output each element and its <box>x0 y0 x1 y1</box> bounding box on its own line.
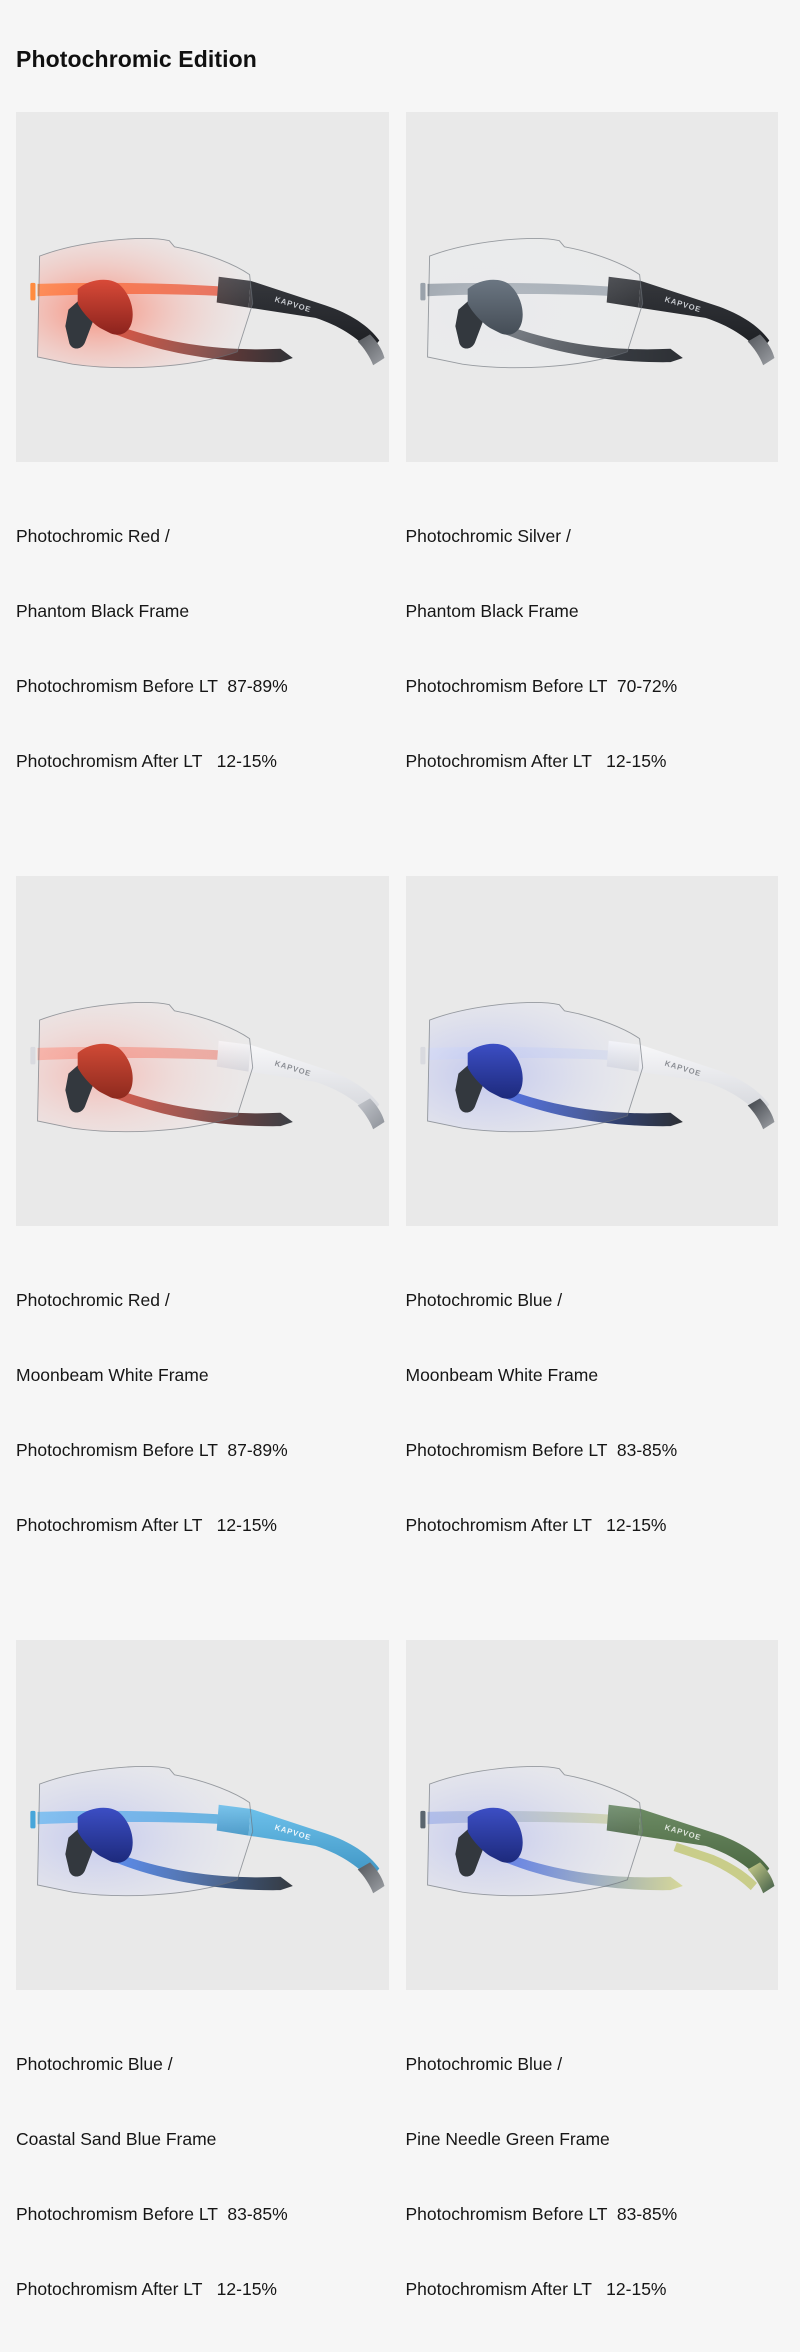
lens <box>37 1001 254 1133</box>
product-color-name: Photochromic Silver / <box>405 526 571 546</box>
product-image-photochromic-blue-coastal-sand-blue: KAPVOE <box>16 1640 389 1990</box>
product-color-name: Photochromic Red / <box>16 1290 170 1310</box>
product-color-name: Photochromic Blue / <box>405 1290 563 1310</box>
product-caption: Photochromic Silver / Phantom Black Fram… <box>406 474 779 824</box>
sunglasses-illustration: KAPVOE <box>30 1001 385 1133</box>
product-lt-after: Photochromism After LT 12-15% <box>16 751 277 771</box>
product-caption: Photochromic Red / Moonbeam White Frame … <box>16 1238 389 1588</box>
right-temple-through-lens <box>492 1086 683 1127</box>
sunglasses-illustration: KAPVOE <box>30 1765 385 1897</box>
product-frame-name: Phantom Black Frame <box>16 601 190 621</box>
product-grid: KAPVOE Photochromic Red / Phantom Black … <box>16 112 778 2352</box>
lens-edge-tab <box>419 282 425 301</box>
right-temple-through-lens <box>103 1086 293 1127</box>
product-caption: Photochromic Blue / Pine Needle Green Fr… <box>406 2002 779 2352</box>
product-color-name: Photochromic Blue / <box>16 2054 173 2074</box>
temple-arm-body <box>638 1044 769 1116</box>
product-lt-before: Photochromism Before LT 87-89% <box>16 1440 288 1460</box>
product-caption: Photochromic Blue / Coastal Sand Blue Fr… <box>16 2002 389 2352</box>
nose-bridge <box>77 279 133 335</box>
product-frame-name: Coastal Sand Blue Frame <box>16 2129 217 2149</box>
product-card-photochromic-blue-moonbeam-white: KAPVOE Photochromic Blue / Moonbeam Whit… <box>405 876 779 1588</box>
sunglasses-illustration: KAPVOE <box>419 1765 774 1897</box>
lens <box>426 237 643 369</box>
lens <box>37 237 254 369</box>
product-image-photochromic-blue-pine-needle-green: KAPVOE <box>405 1640 778 1990</box>
product-image-photochromic-red-moonbeam-white: KAPVOE <box>16 876 389 1226</box>
lens-edge-tab <box>419 1810 425 1829</box>
product-listing-page: Photochromic Edition KAPVOE Photochromic… <box>0 45 800 2352</box>
temple-arm-body <box>248 280 380 352</box>
product-lt-after: Photochromism After LT 12-15% <box>16 2279 277 2299</box>
product-color-name: Photochromic Red / <box>16 526 170 546</box>
temple-ear-tip <box>747 1098 774 1130</box>
product-image-photochromic-blue-moonbeam-white: KAPVOE <box>405 876 778 1226</box>
sunglasses-illustration: KAPVOE <box>419 237 774 369</box>
product-caption: Photochromic Blue / Moonbeam White Frame… <box>406 1238 779 1588</box>
temple-arm-body <box>638 280 769 352</box>
sunglasses-illustration: KAPVOE <box>30 237 385 369</box>
product-image-photochromic-silver-phantom-black: KAPVOE <box>405 112 778 462</box>
product-lt-after: Photochromism After LT 12-15% <box>16 1515 277 1535</box>
temple-ear-tip <box>747 334 774 366</box>
product-color-name: Photochromic Blue / <box>405 2054 563 2074</box>
product-lt-before: Photochromism Before LT 70-72% <box>405 676 678 696</box>
lens-edge-tab <box>30 1046 36 1065</box>
lens <box>426 1765 643 1897</box>
right-temple-through-lens <box>103 322 293 363</box>
product-lt-before: Photochromism Before LT 83-85% <box>16 2204 288 2224</box>
temple-arm-body <box>248 1044 380 1116</box>
lens <box>37 1765 254 1897</box>
temple-ear-tip <box>357 334 385 366</box>
nose-bridge <box>77 1043 133 1099</box>
product-frame-name: Phantom Black Frame <box>405 601 579 621</box>
product-card-photochromic-red-phantom-black: KAPVOE Photochromic Red / Phantom Black … <box>16 112 389 824</box>
product-lt-after: Photochromism After LT 12-15% <box>405 2279 667 2299</box>
product-lt-before: Photochromism Before LT 87-89% <box>16 676 288 696</box>
product-card-photochromic-blue-coastal-sand-blue: KAPVOE Photochromic Blue / Coastal Sand … <box>16 1640 389 2352</box>
product-lt-after: Photochromism After LT 12-15% <box>405 1515 667 1535</box>
product-card-photochromic-blue-pine-needle-green: KAPVOE Photochromic Blue / Pine Needle G… <box>405 1640 779 2352</box>
product-image-photochromic-red-phantom-black: KAPVOE <box>16 112 389 462</box>
product-caption: Photochromic Red / Phantom Black Frame P… <box>16 474 389 824</box>
lens <box>426 1001 643 1133</box>
nose-bridge <box>467 1043 523 1099</box>
product-card-photochromic-silver-phantom-black: KAPVOE Photochromic Silver / Phantom Bla… <box>405 112 779 824</box>
product-frame-name: Pine Needle Green Frame <box>405 2129 610 2149</box>
lens-edge-tab <box>30 282 36 301</box>
page-title: Photochromic Edition <box>16 46 257 72</box>
product-frame-name: Moonbeam White Frame <box>405 1365 599 1385</box>
product-lt-before: Photochromism Before LT 83-85% <box>405 2204 678 2224</box>
lens-edge-tab <box>30 1810 36 1829</box>
right-temple-through-lens <box>492 322 683 363</box>
product-lt-after: Photochromism After LT 12-15% <box>405 751 667 771</box>
sunglasses-illustration: KAPVOE <box>419 1001 774 1133</box>
nose-bridge <box>467 279 523 335</box>
product-lt-before: Photochromism Before LT 83-85% <box>405 1440 678 1460</box>
lens-edge-tab <box>419 1046 425 1065</box>
product-frame-name: Moonbeam White Frame <box>16 1365 209 1385</box>
temple-ear-tip <box>357 1098 385 1130</box>
product-card-photochromic-red-moonbeam-white: KAPVOE Photochromic Red / Moonbeam White… <box>16 876 389 1588</box>
